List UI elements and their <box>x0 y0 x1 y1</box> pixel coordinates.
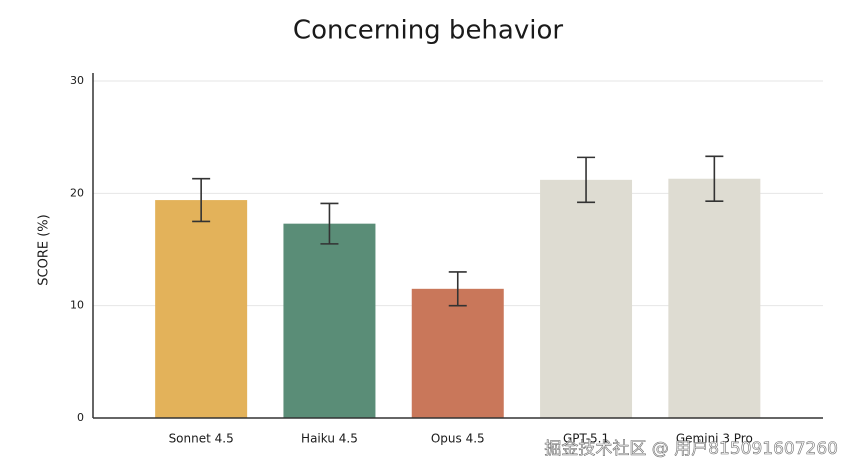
bar <box>283 223 376 418</box>
bar <box>155 200 248 418</box>
y-tick-label: 30 <box>70 74 84 87</box>
x-tick-label: Haiku 4.5 <box>301 432 358 446</box>
x-tick-label: Sonnet 4.5 <box>169 432 234 446</box>
y-tick-label: 0 <box>77 411 84 424</box>
bar <box>668 178 761 418</box>
y-tick-label: 20 <box>70 186 84 199</box>
y-tick-label: 10 <box>70 299 84 312</box>
x-tick-label: Gemini 3 Pro <box>676 432 753 446</box>
x-tick-label: GPT-5.1 <box>563 432 609 446</box>
watermark: 掘金技术社区 @ 用户815091607260 <box>544 439 838 459</box>
bar <box>411 288 504 418</box>
y-axis-label: SCORE (%) <box>37 214 52 285</box>
chart-title: Concerning behavior <box>293 16 563 46</box>
bar <box>540 179 633 418</box>
x-tick-label: Opus 4.5 <box>431 432 485 446</box>
